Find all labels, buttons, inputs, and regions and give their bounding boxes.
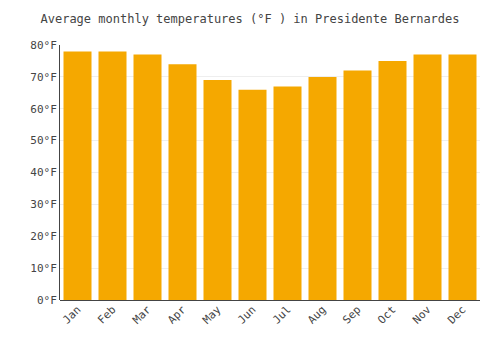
svg-text:Apr: Apr xyxy=(165,303,189,327)
svg-text:20°F: 20°F xyxy=(30,230,57,243)
svg-text:Oct: Oct xyxy=(375,303,398,326)
svg-text:Aug: Aug xyxy=(305,303,328,326)
svg-text:30°F: 30°F xyxy=(30,198,57,211)
svg-text:Dec: Dec xyxy=(445,303,468,326)
svg-text:Feb: Feb xyxy=(95,303,118,326)
svg-text:Average monthly temperatures (: Average monthly temperatures (°F ) in Pr… xyxy=(40,12,459,26)
svg-text:Sep: Sep xyxy=(340,303,363,326)
svg-text:Jan: Jan xyxy=(60,303,83,326)
svg-text:80°F: 80°F xyxy=(30,39,57,52)
svg-text:Nov: Nov xyxy=(410,303,434,327)
svg-text:0°F: 0°F xyxy=(37,294,57,307)
svg-text:Jul: Jul xyxy=(270,303,293,326)
svg-text:50°F: 50°F xyxy=(30,134,57,147)
svg-text:10°F: 10°F xyxy=(30,262,57,275)
svg-text:Mar: Mar xyxy=(130,303,154,327)
svg-text:May: May xyxy=(200,303,224,327)
svg-text:70°F: 70°F xyxy=(30,71,57,84)
svg-text:Jun: Jun xyxy=(235,303,258,326)
svg-text:40°F: 40°F xyxy=(30,166,57,179)
svg-text:60°F: 60°F xyxy=(30,103,57,116)
